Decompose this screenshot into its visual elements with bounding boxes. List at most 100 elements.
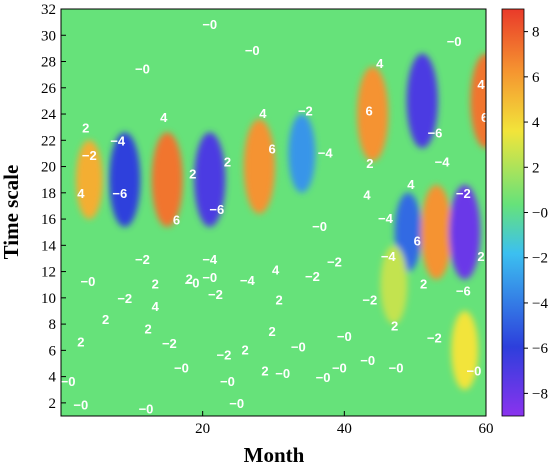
y-tick-label: 22 (41, 133, 56, 149)
contour-label: −2 (135, 252, 150, 267)
heatmap-cell (109, 132, 141, 227)
contour-label: 2 (77, 334, 84, 349)
contour-label: −0 (229, 396, 244, 411)
y-tick-label: 32 (41, 2, 56, 18)
x-tick-label: 60 (479, 421, 494, 437)
heatmap-cell (406, 53, 438, 149)
contour-label: −0 (275, 366, 290, 381)
contour-label: 4 (160, 110, 168, 125)
contour-label: 6 (173, 212, 180, 227)
heatmap-blobs (75, 53, 486, 390)
colorbar-tick-label: −2 (532, 251, 548, 267)
contour-label: 2 (268, 324, 275, 339)
colorbar-tick-label: 8 (532, 25, 540, 41)
contour-label: −0 (202, 270, 217, 285)
contour-label: 4 (477, 77, 485, 92)
contour-label: −2 (305, 269, 320, 284)
y-tick-label: 16 (41, 212, 57, 228)
heatmap-cell (194, 132, 226, 227)
contour-label: 6 (366, 103, 373, 118)
contour-label: −4 (202, 252, 218, 267)
colorbar-tick-label: −4 (532, 296, 548, 312)
contour-label: 2 (102, 312, 109, 327)
contour-label: −0 (61, 374, 76, 389)
contour-label: −0 (81, 274, 96, 289)
contour-label: 2 (186, 271, 193, 286)
contour-label: 2 (391, 319, 398, 334)
heatmap-cell (357, 66, 389, 162)
contour-label: 2 (366, 156, 373, 171)
heatmap-cell (75, 140, 103, 220)
plot-frame (60, 8, 487, 417)
contour-label: −0 (337, 329, 352, 344)
y-tick-label: 4 (49, 370, 57, 386)
contour-label: 2 (242, 342, 249, 357)
contour-label: −2 (427, 331, 442, 346)
contour-label: 6 (268, 141, 275, 156)
contour-label: −2 (82, 148, 97, 163)
contour-label: 4 (272, 262, 280, 277)
colorbar: 8 6 4 2 −0 −2 −4 −6 −8 (501, 8, 548, 417)
contour-label: −0 (73, 397, 88, 412)
contour-label: 6 (481, 110, 488, 125)
x-axis-title: Month (244, 443, 305, 467)
contour-label: −0 (245, 43, 260, 58)
contour-label: 6 (414, 233, 421, 248)
contour-label: −0 (139, 401, 154, 416)
colorbar-tick-label: −8 (532, 386, 548, 402)
colorbar-tick-label: 6 (532, 70, 540, 86)
y-tick-label: 18 (41, 186, 56, 202)
y-tick-label: 20 (41, 160, 56, 176)
contour-label: −0 (291, 340, 306, 355)
heatmap-cell (288, 114, 316, 193)
contour-label: −0 (360, 353, 375, 368)
heatmap-cell (451, 310, 479, 390)
contour-label: −6 (112, 186, 127, 201)
colorbar-tick-label: 2 (532, 160, 540, 176)
x-tick-label: 20 (195, 421, 210, 437)
y-tick-label: 2 (49, 396, 57, 412)
contour-label: −0 (447, 34, 462, 49)
heatmap-cell (449, 184, 481, 280)
heatmap-cell (151, 132, 183, 227)
y-tick-label: 24 (41, 107, 57, 123)
contour-label: 2 (420, 277, 427, 292)
heatmap-cell (420, 184, 452, 280)
contour-label: −0 (312, 219, 327, 234)
colorbar-tick-label: −0 (532, 206, 548, 222)
contour-label: −2 (217, 348, 232, 363)
contour-label: 4 (363, 187, 371, 202)
contour-label: 4 (376, 56, 384, 71)
contour-label: −0 (467, 363, 482, 378)
contour-label: −2 (327, 254, 342, 269)
contour-label: −4 (381, 249, 397, 264)
y-tick-label: 8 (49, 317, 57, 333)
colorbar-tick-label: −6 (532, 341, 548, 357)
x-tick-label: 40 (337, 421, 352, 437)
contour-label: 4 (407, 177, 415, 192)
contour-label: −6 (456, 283, 471, 298)
contour-label: −0 (185, 275, 200, 290)
colorbar-gradient (501, 8, 525, 417)
contour-label: 2 (82, 120, 89, 135)
y-tick-label: 10 (41, 291, 56, 307)
contour-label: 4 (259, 106, 267, 121)
contour-label: −2 (456, 186, 471, 201)
y-axis-title: Time scale (0, 165, 23, 260)
contour-label: −6 (209, 202, 224, 217)
contour-label: 2 (276, 292, 283, 307)
contour-label: −0 (332, 361, 347, 376)
contour-label: −4 (378, 211, 394, 226)
contour-label: 2 (145, 321, 152, 336)
heatmap-cell (380, 245, 408, 325)
heatmap-cell (470, 53, 486, 149)
contour-label: −0 (135, 61, 150, 76)
contour-label: −0 (316, 370, 331, 385)
colorbar-tick-label: 4 (532, 115, 540, 131)
contour-label: −0 (220, 374, 235, 389)
y-tick-label: 28 (41, 55, 56, 71)
contour-label: 4 (77, 186, 85, 201)
